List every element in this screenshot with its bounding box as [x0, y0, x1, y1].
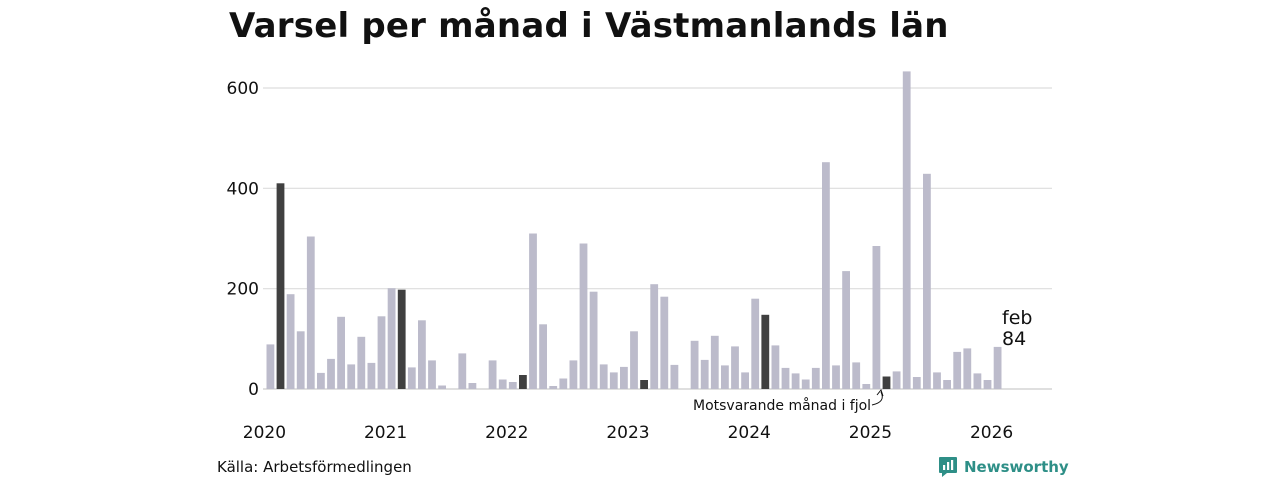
bar-2021-06 — [438, 385, 446, 389]
bar-2022-08 — [579, 243, 588, 389]
bar-2022-02 — [519, 375, 527, 389]
bar-2024-11 — [852, 362, 861, 389]
bar-2023-09 — [710, 335, 719, 389]
bar-2023-04 — [660, 296, 669, 389]
bar-2022-03 — [529, 233, 537, 389]
bar-2024-08 — [822, 162, 830, 389]
x-year-label: 2020 — [243, 423, 286, 443]
bar-2021-02 — [397, 289, 406, 389]
bar-2024-03 — [771, 345, 780, 389]
x-year-label: 2026 — [970, 423, 1013, 443]
bar-2023-01 — [630, 331, 638, 389]
bar-2020-02 — [276, 183, 285, 389]
bar-2022-11 — [609, 372, 618, 389]
bar-2023-10 — [721, 365, 729, 389]
y-tick-label: 400 — [227, 179, 259, 199]
bar-2023-02 — [640, 380, 648, 389]
bar-2021-12 — [498, 379, 507, 389]
brand-logo: Newsworthy — [938, 456, 1069, 478]
bar-2021-09 — [468, 383, 477, 389]
x-year-label: 2024 — [728, 423, 771, 443]
bar-2024-12 — [862, 384, 871, 389]
bar-2025-10 — [963, 348, 972, 389]
bar-2020-11 — [367, 362, 376, 389]
bar-2024-02 — [761, 314, 770, 389]
bar-2025-06 — [923, 173, 931, 389]
bar-2020-04 — [296, 331, 305, 389]
bar-2024-01 — [751, 298, 760, 389]
bar-2024-10 — [842, 271, 850, 389]
bar-2025-01 — [872, 246, 881, 389]
bar-2021-08 — [458, 353, 467, 389]
bar-2024-04 — [781, 367, 790, 389]
bar-2020-05 — [306, 236, 315, 389]
latest-month-label: feb — [1002, 307, 1032, 329]
newsworthy-logo-icon — [939, 457, 957, 477]
bar-2022-09 — [589, 291, 598, 389]
x-year-label: 2025 — [849, 423, 892, 443]
annotation-arrowhead — [876, 388, 884, 397]
bar-2022-05 — [549, 386, 558, 389]
source-text: Källa: Arbetsförmedlingen — [217, 458, 412, 476]
bar-2024-09 — [832, 365, 840, 389]
y-tick-label: 600 — [227, 79, 259, 99]
bar-2022-12 — [620, 366, 628, 389]
bar-2022-04 — [539, 324, 547, 389]
bar-2024-05 — [791, 373, 800, 389]
bar-2021-03 — [407, 367, 416, 389]
bar-2020-01 — [266, 344, 275, 389]
bars — [266, 71, 1002, 390]
bar-2024-06 — [801, 379, 810, 389]
y-axis-ticks: 0 200 400 600 — [227, 79, 259, 400]
bar-2020-12 — [377, 316, 386, 389]
bar-2025-07 — [933, 372, 941, 389]
bar-2021-11 — [488, 360, 497, 389]
bar-2022-06 — [559, 378, 568, 389]
y-tick-label: 0 — [248, 380, 259, 400]
bar-2023-11 — [731, 346, 739, 389]
x-year-label: 2023 — [606, 423, 649, 443]
bar-2025-09 — [953, 351, 962, 389]
x-year-label: 2021 — [364, 423, 407, 443]
bar-2020-06 — [317, 372, 325, 389]
bar-2025-04 — [902, 71, 911, 390]
bar-2025-08 — [943, 380, 951, 389]
latest-value-label: 84 — [1002, 328, 1026, 350]
bar-2020-09 — [347, 364, 356, 389]
bar-2023-12 — [741, 372, 749, 389]
bar-2025-05 — [912, 377, 921, 389]
x-axis-year-labels: 2020 2021 2022 2023 2024 2025 2026 — [243, 423, 1013, 443]
y-tick-label: 200 — [227, 280, 259, 300]
annotation-same-month: Motsvarande månad i fjol — [693, 388, 884, 414]
bar-2022-07 — [569, 360, 578, 389]
bar-2022-01 — [508, 382, 517, 389]
x-year-label: 2022 — [485, 423, 528, 443]
bar-2023-03 — [650, 284, 659, 389]
bar-2020-07 — [327, 358, 335, 389]
bar-2025-03 — [892, 371, 901, 389]
bar-2020-03 — [286, 294, 295, 389]
chart-title: Varsel per månad i Västmanlands län — [229, 6, 949, 46]
bar-2025-12 — [983, 380, 992, 389]
bar-2021-01 — [387, 288, 396, 389]
bar-2023-07 — [690, 340, 699, 389]
bar-2025-11 — [973, 373, 982, 389]
annotation-text: Motsvarande månad i fjol — [693, 397, 871, 414]
bar-2021-05 — [428, 360, 436, 389]
brand-name: Newsworthy — [964, 458, 1069, 476]
annotation-arrow — [871, 391, 883, 406]
bar-2024-07 — [811, 367, 820, 389]
bar-2021-04 — [418, 320, 426, 389]
bar-2023-05 — [670, 364, 679, 389]
bar-2020-10 — [357, 336, 366, 389]
bar-2020-08 — [337, 316, 345, 389]
bar-2022-10 — [599, 364, 608, 389]
bar-2025-02 — [882, 376, 891, 389]
bar-2026-01 — [993, 346, 1002, 389]
bar-2023-08 — [700, 359, 709, 389]
